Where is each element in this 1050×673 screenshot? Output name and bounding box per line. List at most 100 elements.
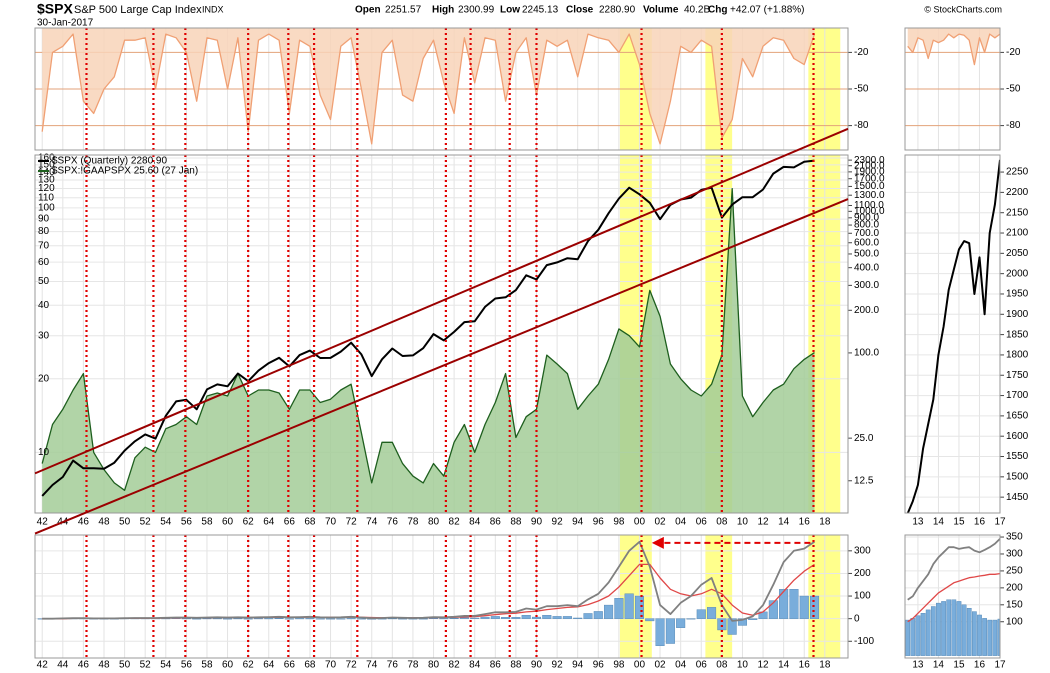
histogram-bar [531, 616, 542, 619]
y2-tick-label: 10 [38, 447, 50, 458]
x-tick-label: 94 [572, 660, 584, 671]
close-value: 2280.90 [599, 5, 636, 16]
x-tick-label: 14 [933, 517, 945, 528]
y2-tick-label: 120 [38, 183, 55, 194]
series-line [41, 187, 815, 491]
x-tick-label: 98 [613, 660, 625, 671]
histogram-bar [583, 613, 593, 619]
x-tick-label: 80 [428, 660, 440, 671]
histogram-bar [936, 602, 941, 656]
y-tick-label: 400.0 [854, 262, 879, 273]
x-tick-label: 54 [160, 517, 172, 528]
histogram-bar [696, 609, 706, 619]
histogram-bar [223, 618, 233, 620]
y-tick-label: 250 [1006, 566, 1023, 577]
y2-tick-label: 140 [38, 167, 55, 178]
x-tick-label: 78 [407, 660, 419, 671]
x-tick-label: 52 [140, 660, 152, 671]
histogram-bar [511, 617, 521, 619]
y-tick-label: 1900.0 [854, 167, 885, 178]
histogram-bar [977, 614, 982, 656]
area-fill [42, 188, 815, 513]
y2-tick-label: 90 [38, 214, 50, 225]
x-tick-label: 02 [655, 517, 667, 528]
y-tick-label: 1750 [1006, 370, 1029, 381]
histogram-bar [428, 618, 439, 619]
credit: © StockCharts.com [924, 4, 1002, 14]
y-tick-label: 1300.0 [854, 190, 885, 201]
y-tick-label: 2200 [1006, 187, 1029, 198]
histogram-bar [449, 618, 459, 619]
y-tick-label: 600.0 [854, 237, 879, 248]
histogram-bar [727, 618, 737, 635]
x-tick-label: 72 [346, 517, 358, 528]
y-tick-label: 0 [854, 613, 860, 624]
histogram-bar [624, 593, 634, 619]
y-tick-label: 150 [1006, 599, 1023, 610]
histogram-bar [542, 615, 552, 619]
y-tick-label: 350 [1006, 532, 1023, 543]
x-tick-label: 52 [140, 517, 152, 528]
x-tick-label: 16 [974, 517, 986, 528]
histogram-bar [470, 617, 480, 619]
histogram-bar [326, 618, 336, 620]
histogram-bar [799, 595, 809, 619]
change-label: Chg [708, 5, 727, 16]
series-line [42, 540, 815, 622]
series-line [907, 572, 1000, 623]
x-tick-label: 96 [593, 517, 605, 528]
trend-line [34, 198, 849, 535]
y2-tick-label: 50 [38, 276, 50, 287]
histogram-bar [243, 618, 253, 620]
y-tick-label: 500.0 [854, 249, 879, 260]
x-tick-label: 06 [696, 660, 708, 671]
histogram-bar [655, 618, 665, 646]
x-tick-label: 18 [819, 660, 831, 671]
y2-tick-label: 150 [38, 160, 55, 171]
histogram-bar [982, 618, 987, 656]
x-tick-label: 78 [407, 517, 419, 528]
x-tick-label: 48 [98, 660, 110, 671]
histogram-bar [253, 618, 263, 620]
x-tick-label: 13 [912, 660, 924, 671]
y-tick-label: 12.5 [854, 475, 874, 486]
x-tick-label: 86 [490, 660, 502, 671]
panel-border [904, 27, 1001, 151]
y-tick-label: -80 [854, 120, 869, 131]
histogram-bar [971, 611, 977, 656]
histogram-bar [233, 618, 243, 620]
x-tick-label: 46 [78, 660, 90, 671]
series-line [907, 538, 1000, 601]
x-tick-label: 60 [222, 517, 234, 528]
histogram-bar [274, 618, 284, 619]
x-tick-label: 76 [387, 517, 399, 528]
x-tick-label: 10 [737, 517, 749, 528]
histogram-bar [459, 617, 469, 619]
y-tick-label: 2050 [1006, 248, 1029, 259]
x-tick-label: 62 [243, 660, 255, 671]
x-tick-label: 98 [613, 517, 625, 528]
x-tick-label: 64 [263, 517, 275, 528]
panel [35, 155, 848, 513]
x-tick-label: 48 [98, 517, 110, 528]
y-tick-label: 200 [1006, 583, 1023, 594]
change-value: +42.07 (+1.88%) [730, 5, 805, 16]
arrow-head [651, 536, 664, 549]
panel [905, 155, 1000, 513]
x-tick-label: 13 [912, 517, 924, 528]
histogram-bar [966, 607, 972, 656]
histogram-bar [315, 618, 325, 620]
histogram-bar [961, 604, 967, 656]
y-tick-label: 100 [854, 591, 871, 602]
y2-tick-label: 30 [38, 330, 50, 341]
y2-tick-label: 100 [38, 203, 55, 214]
histogram-bar [997, 618, 1000, 656]
x-tick-label: 58 [201, 517, 213, 528]
low-value: 2245.13 [522, 5, 559, 16]
y-tick-label: 1450 [1006, 492, 1029, 503]
y-tick-label: 1000.0 [854, 206, 885, 217]
histogram-bar [645, 618, 655, 622]
y-tick-label: -50 [854, 84, 869, 95]
y-tick-label: -20 [1006, 47, 1021, 58]
x-tick-label: 02 [655, 660, 667, 671]
